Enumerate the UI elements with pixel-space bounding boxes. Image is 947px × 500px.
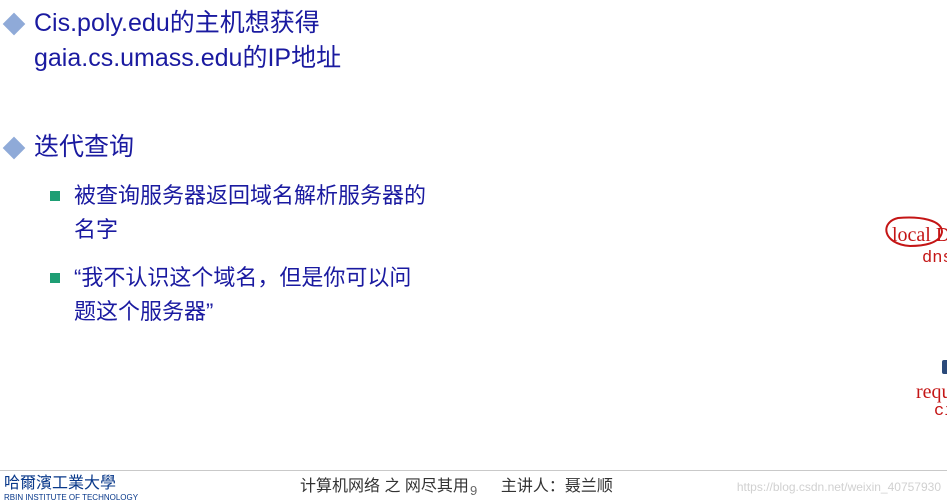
diagram-area: root DNS server TLD DNS server local DNS… [430,0,947,470]
left-column: Cis.poly.edu的主机想获得 gaia.cs.umass.edu的IP地… [0,0,430,343]
sub-bullet-2: “我不认识这个域名，但是你可以问题这个服务器” [50,261,430,329]
title-2: 迭代查询 [6,130,430,165]
diamond-bullet-icon [3,13,26,36]
title-2-text: 迭代查询 [34,130,134,165]
sub-bullet-list: 被查询服务器返回域名解析服务器的名字 “我不认识这个域名，但是你可以问题这个服务… [50,179,430,329]
footer-center-text: 计算机网络 之 网尽其用 主讲人：聂兰顺 [300,472,613,496]
requesting-host-sublabel: cis.poly.edu [934,402,947,421]
title-1-line1: Cis.poly.edu的主机想获得 [34,9,320,37]
title-1: Cis.poly.edu的主机想获得 gaia.cs.umass.edu的IP地… [6,6,430,76]
local-dns-label: local DNS server [892,224,947,247]
requesting-host-label: requesting host [916,381,947,404]
square-bullet-icon [50,273,60,283]
local-dns-sublabel: dns.poly.edu [922,249,947,268]
title-1-line2: gaia.cs.umass.edu的IP地址 [34,44,341,72]
sub-bullet-2-text: “我不认识这个域名，但是你可以问题这个服务器” [74,261,430,329]
footer-page-num: 9 [470,483,477,498]
sub-bullet-1: 被查询服务器返回域名解析服务器的名字 [50,179,430,247]
requesting-host-pc-icon [940,318,947,380]
arrows-svg [430,0,947,470]
title-1-text: Cis.poly.edu的主机想获得 gaia.cs.umass.edu的IP地… [34,6,341,76]
square-bullet-icon [50,191,60,201]
footer-logo-sub: RBIN INSTITUTE OF TECHNOLOGY [4,493,138,500]
diamond-bullet-icon [3,137,26,160]
sub-bullet-1-text: 被查询服务器返回域名解析服务器的名字 [74,179,430,247]
footer-logo: 哈爾濱工業大學 [4,469,138,493]
watermark: https://blog.csdn.net/weixin_40757930 [737,480,941,494]
slide-footer: 哈爾濱工業大學 RBIN INSTITUTE OF TECHNOLOGY 计算机… [0,470,947,500]
